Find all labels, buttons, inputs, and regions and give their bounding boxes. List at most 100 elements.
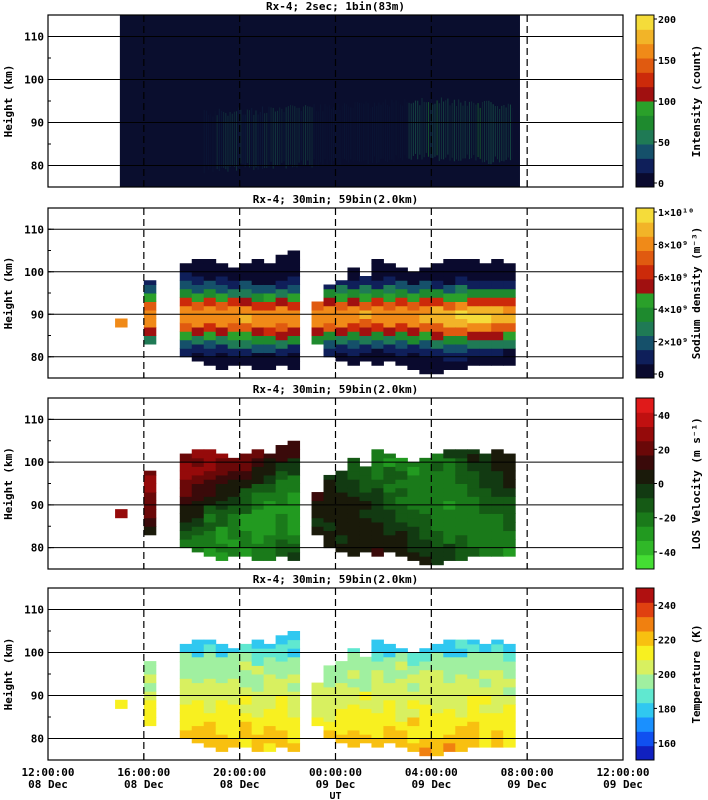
heatmap-cell [503,496,516,506]
heatmap-cell [239,521,253,532]
heatmap-cell [347,530,360,540]
heatmap-cell [371,271,384,281]
heatmap-cell [455,318,468,328]
heatmap-cell [287,449,301,459]
heatmap-cell [455,284,468,294]
intensity-streak [371,106,373,164]
colorbar-label: Sodium density (m⁻³) [690,227,703,359]
heatmap-cell [479,271,492,281]
heatmap-cell [287,276,301,285]
intensity-streak [281,108,283,163]
colorbar-label: LOS Velocity (m s⁻¹) [690,417,703,549]
heatmap-cell [503,547,516,557]
heatmap-cell [251,509,265,519]
heatmap-cell [215,674,229,684]
heatmap-cell [407,682,420,692]
heatmap-cell [335,492,348,502]
heatmap-cell [215,717,229,727]
heatmap-cell [203,449,217,455]
heatmap-cell [263,327,277,336]
heatmap-cell [215,708,229,718]
heatmap-cell [323,513,336,523]
heatmap-cell [239,305,253,315]
heatmap-cell [179,721,193,731]
intensity-streak [494,106,496,157]
heatmap-cell [143,661,157,666]
intensity-streak [427,102,429,157]
heatmap-cell [251,284,265,294]
heatmap-cell [347,721,360,731]
heatmap-cell [179,513,193,523]
heatmap-cell [215,301,229,311]
heatmap-cell [179,487,193,497]
heatmap-cell [419,348,432,358]
intensity-streak [346,104,348,161]
intensity-streak [369,108,371,162]
heatmap-cell [467,504,480,514]
colorbar-swatch [636,540,654,556]
heatmap-cell [203,738,217,748]
heatmap-cell [215,483,229,493]
heatmap-cell [443,492,456,502]
intensity-streak [240,109,242,164]
heatmap-cell [347,457,360,463]
heatmap-cell [503,356,516,366]
heatmap-cell [503,331,516,341]
colorbar-tick-label: 240 [658,601,676,612]
heatmap-cell [227,729,241,739]
heatmap-cell [491,263,504,273]
heatmap-cell [263,717,277,727]
heatmap-cell [203,704,217,714]
intensity-streak [391,99,393,160]
heatmap-cell [479,695,492,705]
heatmap-cell [179,539,193,549]
heatmap-cell [407,526,420,536]
heatmap-cell [215,327,229,336]
heatmap-cell [455,639,468,649]
heatmap-cell [239,539,253,549]
intensity-streak [244,114,246,168]
x-tick-date: 09 Dec [316,778,356,791]
heatmap-cell [239,297,253,307]
heatmap-cell [323,678,336,688]
heatmap-cell [443,361,456,370]
heatmap-cell [359,517,372,527]
intensity-streak [484,100,486,163]
heatmap-cell [503,686,516,696]
intensity-streak [203,109,205,174]
intensity-streak [404,99,406,156]
heatmap-cell [503,661,516,671]
heatmap-cell [431,288,444,298]
intensity-streak [395,100,397,156]
heatmap-cell [455,534,468,544]
heatmap-cell [347,470,360,480]
colorbar-swatch [636,293,654,308]
y-tick-label: 110 [24,223,44,236]
heatmap-cell [431,331,444,341]
intensity-streak [274,111,276,166]
intensity-streak [410,103,412,160]
heatmap-cell [455,551,468,561]
heatmap-cell [203,297,217,307]
heatmap-cell [419,496,432,506]
heatmap-cell [323,686,336,696]
heatmap-cell [227,686,241,696]
intensity-streak [438,103,440,161]
heatmap-cell [227,704,241,714]
heatmap-cell [503,521,516,532]
intensity-streak [389,106,391,160]
intensity-streak [320,104,322,163]
heatmap-cell [239,686,253,696]
heatmap-cell [431,453,444,463]
heatmap-cell [419,521,432,532]
heatmap-cell [503,479,516,489]
heatmap-cell [395,504,408,514]
heatmap-cell [203,487,217,497]
heatmap-cell [191,708,205,718]
heatmap-cell [383,708,396,718]
heatmap-cell [191,656,205,666]
intensity-streak [335,108,337,163]
heatmap-cell [407,509,420,519]
heatmap-cell [467,738,480,748]
heatmap-cell [335,708,348,718]
